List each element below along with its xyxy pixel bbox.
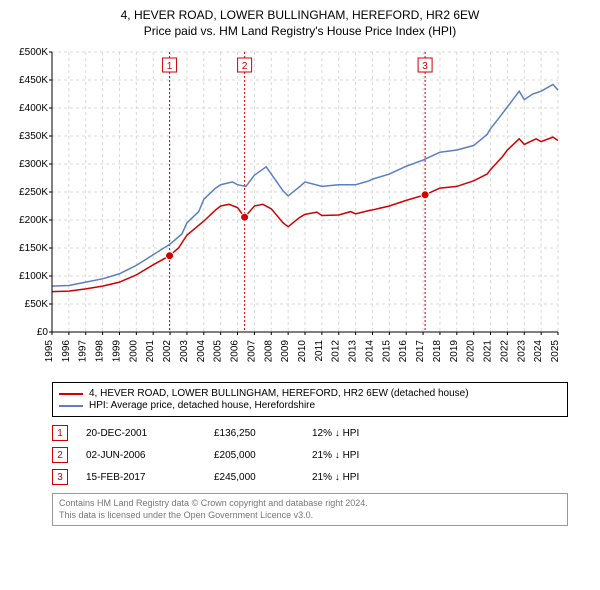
svg-text:2010: 2010: [297, 340, 308, 363]
legend-swatch: [59, 393, 83, 395]
svg-text:2006: 2006: [230, 340, 241, 363]
svg-text:2017: 2017: [415, 340, 426, 363]
svg-text:2014: 2014: [364, 340, 375, 363]
svg-text:2023: 2023: [516, 340, 527, 363]
legend-item: 4, HEVER ROAD, LOWER BULLINGHAM, HEREFOR…: [59, 388, 561, 399]
svg-text:2025: 2025: [550, 340, 561, 363]
svg-text:2000: 2000: [128, 340, 139, 363]
svg-text:£150K: £150K: [19, 243, 48, 254]
svg-text:£500K: £500K: [19, 47, 48, 58]
svg-text:£50K: £50K: [25, 299, 49, 310]
svg-text:2021: 2021: [483, 340, 494, 363]
svg-text:£100K: £100K: [19, 271, 48, 282]
svg-text:2012: 2012: [331, 340, 342, 363]
svg-text:2: 2: [242, 61, 248, 72]
sale-diff: 21% ↓ HPI: [312, 472, 402, 483]
svg-text:2002: 2002: [162, 340, 173, 363]
svg-text:1: 1: [167, 61, 173, 72]
svg-text:2009: 2009: [280, 340, 291, 363]
legend: 4, HEVER ROAD, LOWER BULLINGHAM, HEREFOR…: [52, 382, 568, 417]
chart-title-block: 4, HEVER ROAD, LOWER BULLINGHAM, HEREFOR…: [8, 8, 592, 38]
sale-diff: 21% ↓ HPI: [312, 450, 402, 461]
sale-price: £205,000: [214, 450, 294, 461]
svg-text:2020: 2020: [466, 340, 477, 363]
sale-badge: 2: [52, 447, 68, 463]
chart-title: 4, HEVER ROAD, LOWER BULLINGHAM, HEREFOR…: [8, 8, 592, 22]
legend-item: HPI: Average price, detached house, Here…: [59, 400, 561, 411]
svg-text:2001: 2001: [145, 340, 156, 363]
svg-text:1997: 1997: [78, 340, 89, 363]
sale-badge: 3: [52, 469, 68, 485]
svg-text:2005: 2005: [213, 340, 224, 363]
attribution-footer: Contains HM Land Registry data © Crown c…: [52, 493, 568, 526]
svg-text:2015: 2015: [381, 340, 392, 363]
svg-text:3: 3: [422, 61, 428, 72]
legend-label: 4, HEVER ROAD, LOWER BULLINGHAM, HEREFOR…: [89, 388, 469, 399]
sales-table: 1 20-DEC-2001 £136,250 12% ↓ HPI 2 02-JUN-200…: [52, 425, 568, 485]
svg-text:2004: 2004: [196, 340, 207, 363]
svg-text:£250K: £250K: [19, 187, 48, 198]
svg-text:2013: 2013: [348, 340, 359, 363]
legend-swatch: [59, 405, 83, 407]
sale-date: 20-DEC-2001: [86, 428, 196, 439]
svg-text:2016: 2016: [398, 340, 409, 363]
svg-text:2003: 2003: [179, 340, 190, 363]
svg-text:£450K: £450K: [19, 75, 48, 86]
svg-text:£400K: £400K: [19, 103, 48, 114]
sale-diff: 12% ↓ HPI: [312, 428, 402, 439]
sale-row: 3 15-FEB-2017 £245,000 21% ↓ HPI: [52, 469, 568, 485]
svg-text:£350K: £350K: [19, 131, 48, 142]
sale-price: £136,250: [214, 428, 294, 439]
svg-text:£200K: £200K: [19, 215, 48, 226]
sale-row: 1 20-DEC-2001 £136,250 12% ↓ HPI: [52, 425, 568, 441]
footer-line1: Contains HM Land Registry data © Crown c…: [59, 498, 561, 510]
svg-text:2018: 2018: [432, 340, 443, 363]
chart-subtitle: Price paid vs. HM Land Registry's House …: [8, 24, 592, 38]
footer-line2: This data is licensed under the Open Gov…: [59, 510, 561, 522]
svg-text:2008: 2008: [263, 340, 274, 363]
svg-text:2011: 2011: [314, 340, 325, 362]
svg-text:1998: 1998: [95, 340, 106, 363]
chart-svg: 1 2 3 £0 £50K £100K £150K £200K £250K £300K £350K £…: [8, 46, 568, 376]
svg-text:1996: 1996: [61, 340, 72, 363]
svg-text:2019: 2019: [449, 340, 460, 363]
sale-badge: 1: [52, 425, 68, 441]
sale-price: £245,000: [214, 472, 294, 483]
line-chart: 1 2 3 £0 £50K £100K £150K £200K £250K £300K £350K £…: [8, 46, 592, 376]
svg-text:£300K: £300K: [19, 159, 48, 170]
svg-text:1995: 1995: [44, 340, 55, 363]
svg-text:1999: 1999: [111, 340, 122, 363]
svg-text:2022: 2022: [499, 340, 510, 363]
sale-date: 02-JUN-2006: [86, 450, 196, 461]
sale-row: 2 02-JUN-2006 £205,000 21% ↓ HPI: [52, 447, 568, 463]
svg-text:2007: 2007: [246, 340, 257, 363]
svg-text:2024: 2024: [533, 340, 544, 363]
legend-label: HPI: Average price, detached house, Here…: [89, 400, 315, 411]
svg-text:£0: £0: [37, 327, 49, 338]
sale-date: 15-FEB-2017: [86, 472, 196, 483]
